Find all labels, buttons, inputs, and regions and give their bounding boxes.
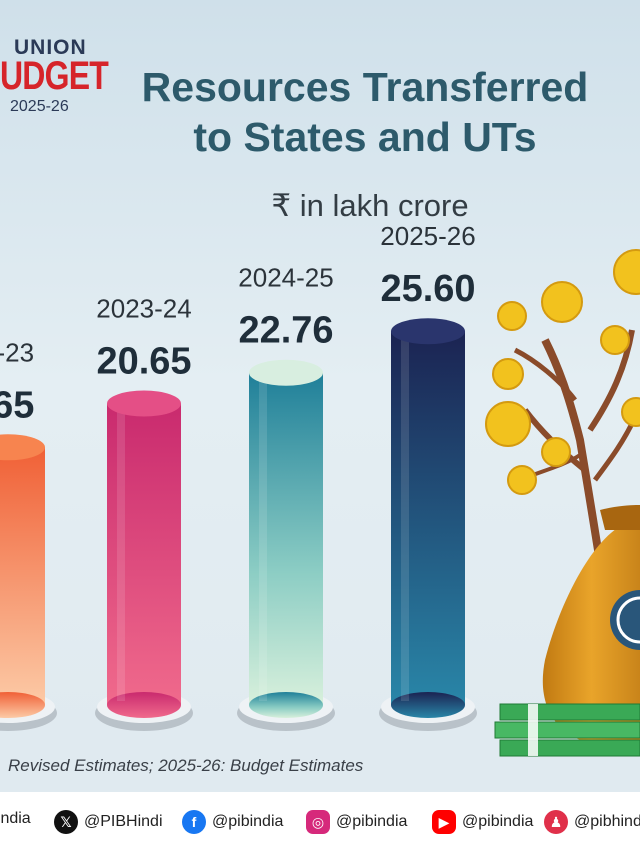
youtube-icon: ▶: [432, 810, 456, 834]
bar-bottom-1: [107, 692, 181, 718]
footnote: Revised Estimates; 2025-26: Budget Estim…: [8, 756, 364, 775]
bar-2022-23: [0, 447, 45, 705]
footer-item-x[interactable]: 𝕏 @PIBHindi: [54, 810, 163, 834]
footer-item-kooapp[interactable]: ♟ @pibhind: [544, 810, 640, 834]
logo-year-text: 2025-26: [10, 98, 69, 115]
value-label-3: 25.60: [380, 268, 475, 310]
footer-label-instagram: @pibindia: [336, 813, 408, 830]
kooapp-icon: ♟: [544, 810, 568, 834]
bar-bottom-3: [391, 692, 465, 718]
category-label-0: 2-23: [0, 337, 34, 367]
title-line-2: to States and UTs: [193, 114, 537, 160]
value-label-1: 20.65: [96, 341, 191, 383]
unit-label: ₹ in lakh crore: [271, 188, 469, 223]
bar-highlight-1: [117, 409, 125, 701]
facebook-icon: f: [182, 810, 206, 834]
instagram-icon: ◎: [306, 810, 330, 834]
bar-highlight-2: [259, 378, 267, 701]
value-label-0: .65: [0, 384, 34, 426]
footer-label-kooapp: @pibhind: [574, 813, 640, 830]
footer-label-x: @PIBHindi: [84, 813, 163, 830]
bar-2024-25: [249, 372, 323, 705]
x-icon: 𝕏: [54, 810, 78, 834]
category-label-3: 2025-26: [380, 221, 475, 251]
bar-2025-26: [391, 331, 465, 705]
footer-item-instagram[interactable]: ◎ @pibindia: [306, 810, 407, 834]
bar-top-0: [0, 434, 45, 461]
bar-bottom-2: [249, 692, 323, 718]
category-label-1: 2023-24: [96, 294, 191, 324]
footer-item-facebook[interactable]: f @pibindia: [182, 810, 283, 834]
footer-label-pib: India: [0, 810, 31, 827]
bar-top-3: [391, 318, 465, 345]
bar-2023-24: [107, 403, 181, 705]
bar-bottom-0: [0, 692, 45, 718]
title-line-1: Resources Transferred: [141, 64, 589, 110]
value-label-2: 22.76: [238, 310, 333, 352]
category-label-2: 2024-25: [238, 263, 333, 293]
bar-top-1: [107, 390, 181, 417]
logo-budget-text: UDGET: [0, 54, 109, 98]
footer-label-facebook: @pibindia: [212, 813, 284, 830]
social-footer: India 𝕏 @PIBHindi f @pibindia ◎ @pibindi…: [0, 792, 640, 853]
money-tree-illustration: [485, 249, 640, 757]
chart-title: Resources Transferred to States and UTs: [110, 62, 620, 162]
footer-label-youtube: @pibindia: [462, 813, 534, 830]
bar-highlight-3: [401, 337, 409, 701]
bar-top-2: [249, 359, 323, 386]
footer-item-pib[interactable]: India: [0, 810, 31, 828]
footer-item-youtube[interactable]: ▶ @pibindia: [432, 810, 533, 834]
logo-union-text: UNION: [14, 36, 87, 59]
